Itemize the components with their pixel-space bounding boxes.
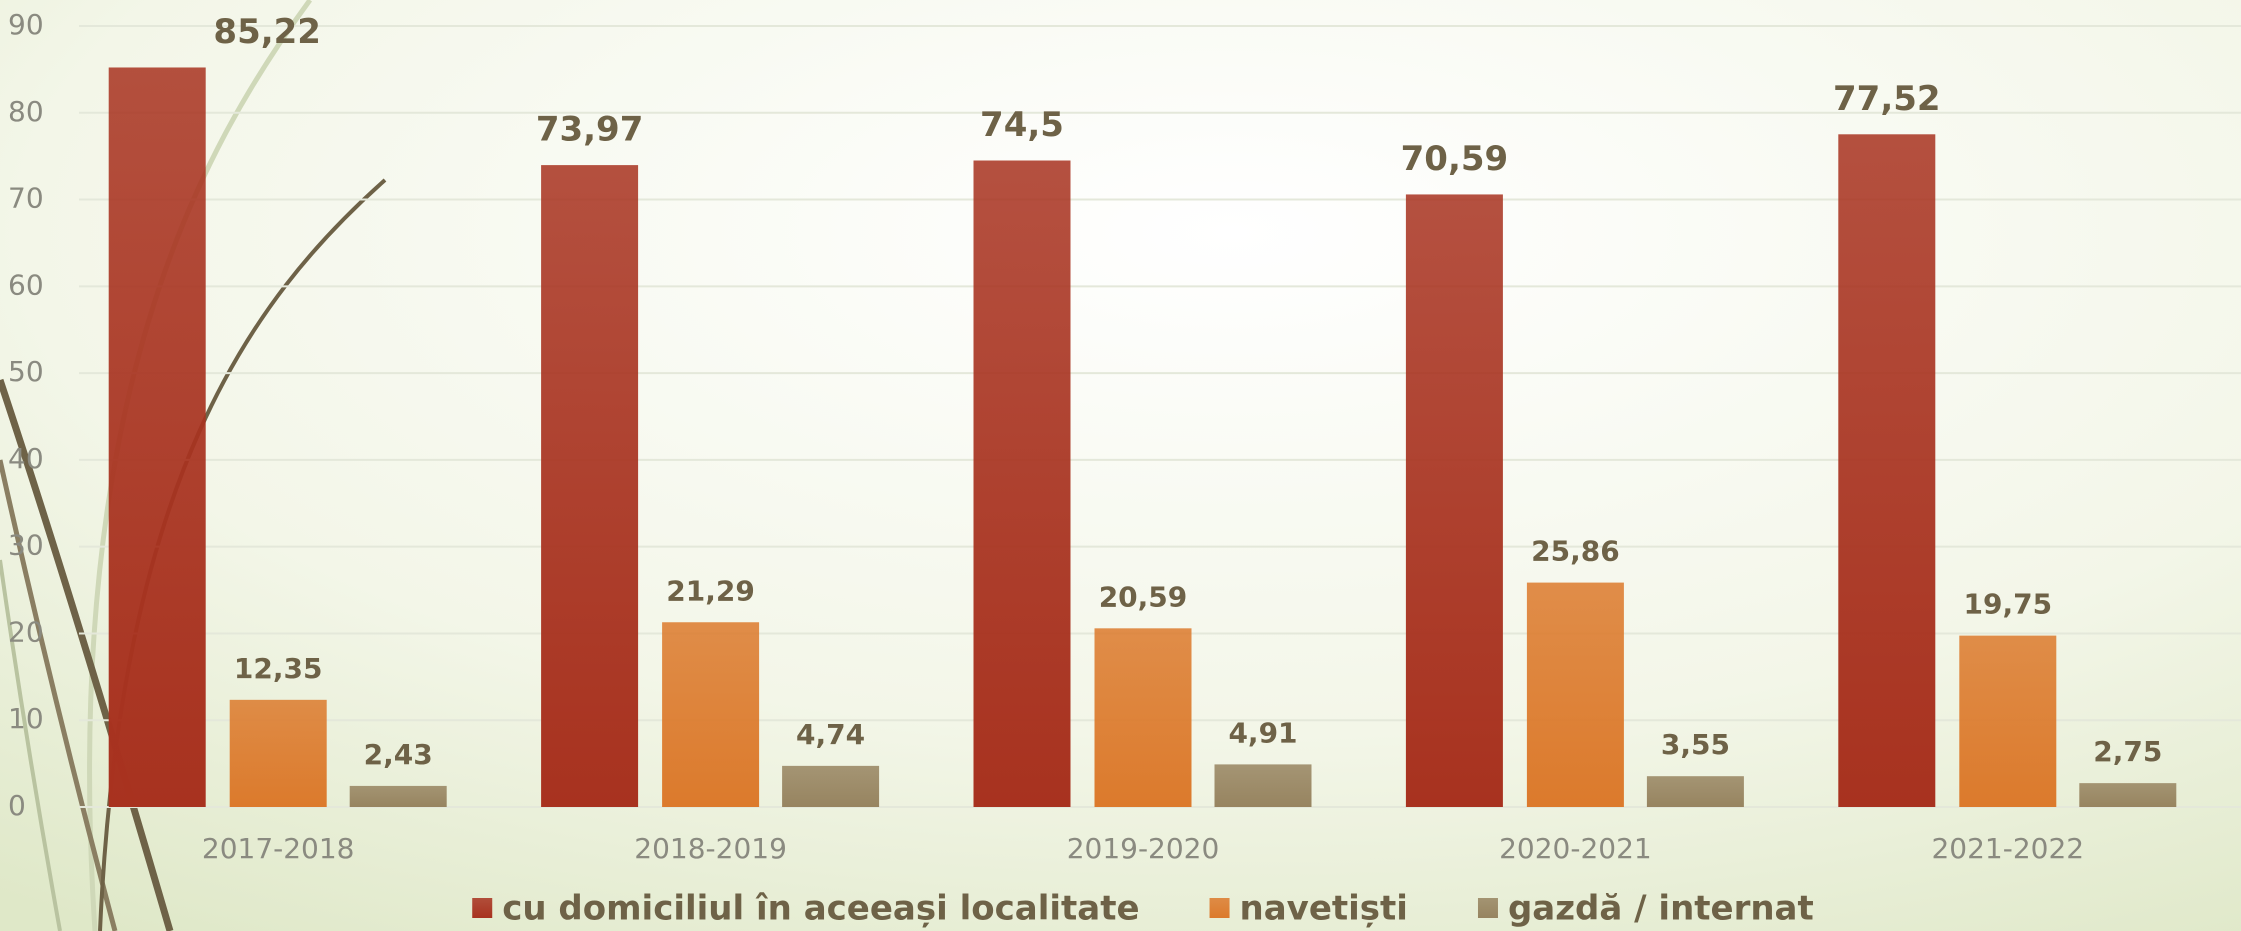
- value-label: 20,59: [1099, 580, 1188, 613]
- y-tick-label: 90: [8, 8, 44, 41]
- bar: [1959, 635, 2057, 807]
- bar: [229, 699, 327, 807]
- legend-label: cu domiciliul în aceeași localitate: [502, 889, 1139, 929]
- x-tick-label: 2021-2022: [1931, 832, 2084, 865]
- bar: [782, 765, 880, 807]
- y-tick-label: 0: [8, 789, 26, 822]
- bar: [541, 165, 639, 807]
- bar: [1526, 582, 1624, 807]
- bar: [349, 785, 447, 807]
- value-label: 25,86: [1531, 535, 1620, 568]
- bar: [1405, 194, 1503, 807]
- y-tick-label: 20: [8, 615, 44, 648]
- bar: [662, 622, 760, 807]
- value-label: 2,75: [2093, 735, 2162, 768]
- value-label: 3,55: [1661, 728, 1730, 761]
- value-label: 73,97: [536, 110, 644, 150]
- legend: cu domiciliul în aceeași localitate navet…: [472, 889, 1814, 929]
- x-tick-label: 2017-2018: [202, 832, 355, 865]
- bar: [2079, 783, 2177, 807]
- legend-label: navetiști: [1240, 889, 1408, 929]
- legend-swatch: [472, 898, 493, 918]
- value-label: 74,5: [980, 105, 1064, 145]
- bar: [1094, 628, 1192, 807]
- legend-label: gazdă / internat: [1508, 889, 1814, 929]
- value-label: 77,52: [1833, 79, 1941, 119]
- y-tick-label: 10: [8, 702, 44, 735]
- y-tick-label: 60: [8, 268, 44, 301]
- legend-swatch: [1209, 898, 1230, 918]
- y-tick-label: 80: [8, 95, 44, 128]
- y-tick-label: 70: [8, 182, 44, 215]
- value-label: 21,29: [666, 574, 755, 607]
- y-tick-label: 50: [8, 355, 44, 388]
- value-label: 12,35: [234, 652, 323, 685]
- value-label: 85,22: [213, 12, 321, 52]
- value-label: 4,74: [796, 718, 865, 751]
- bar: [1214, 764, 1312, 807]
- value-label: 2,43: [364, 738, 433, 771]
- value-label: 4,91: [1228, 716, 1297, 749]
- value-label: 19,75: [1964, 588, 2053, 621]
- bar: [973, 160, 1071, 807]
- bar: [1646, 776, 1744, 807]
- y-tick-label: 30: [8, 529, 44, 562]
- x-tick-label: 2018-2019: [634, 832, 787, 865]
- x-tick-label: 2019-2020: [1067, 832, 1220, 865]
- y-tick-label: 40: [8, 442, 44, 475]
- bars: 2017-2018 85,22 12,35 2,43 2018-2019 73,97 21,…: [108, 12, 2177, 865]
- x-tick-label: 2020-2021: [1499, 832, 1652, 865]
- bar: [1838, 134, 1936, 808]
- legend-swatch: [1477, 898, 1498, 918]
- bar: [108, 67, 206, 807]
- value-label: 70,59: [1401, 139, 1509, 179]
